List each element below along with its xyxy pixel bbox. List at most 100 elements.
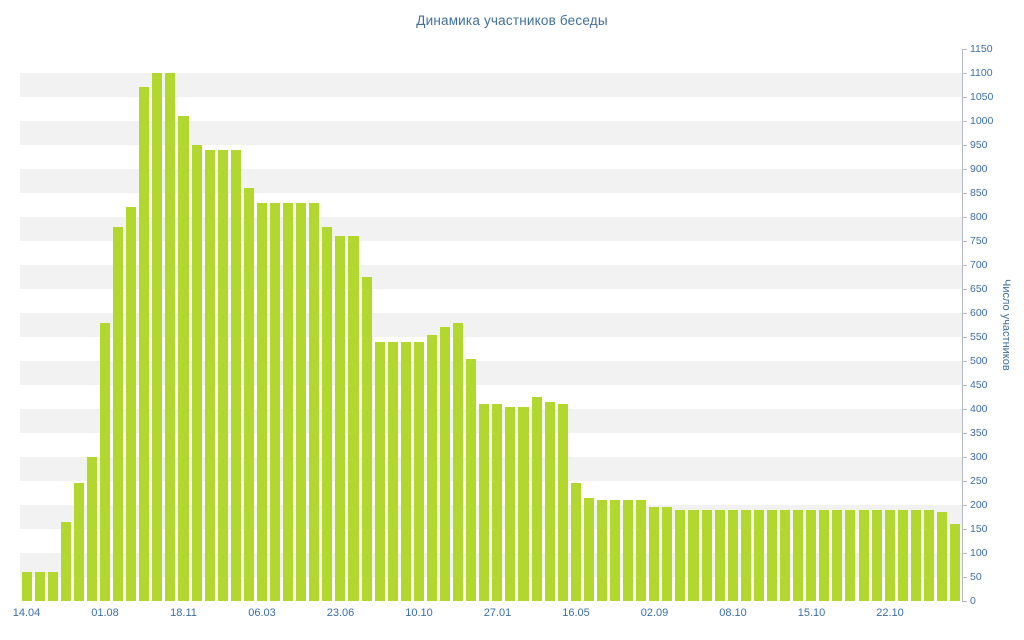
y-tick-label: 1000 (970, 115, 994, 127)
bar-slot (229, 49, 242, 601)
bar-slot (112, 49, 125, 601)
bar (387, 341, 398, 601)
bar (113, 226, 124, 601)
plot-area (20, 49, 962, 601)
y-tick-label: 50 (970, 571, 982, 583)
y-axis-tick (963, 577, 967, 578)
x-tick-label: 15.10 (797, 607, 826, 619)
y-tick-label: 300 (970, 451, 988, 463)
bar (910, 509, 921, 601)
y-tick-label: 600 (970, 307, 988, 319)
bar-slot (530, 49, 543, 601)
bar-slot (59, 49, 72, 601)
bar (518, 406, 529, 601)
y-axis-tick (963, 289, 967, 290)
bar (139, 87, 150, 601)
bar-slot (674, 49, 687, 601)
y-axis-tick (963, 553, 967, 554)
bar (413, 341, 424, 601)
bar-slot (949, 49, 962, 601)
bar (453, 322, 464, 601)
bar-slot (870, 49, 883, 601)
bar-slot (478, 49, 491, 601)
bar (544, 401, 555, 601)
y-axis-tick (963, 73, 967, 74)
bar-slot (20, 49, 33, 601)
bar-slot (282, 49, 295, 601)
bar-slot (622, 49, 635, 601)
bar-slot (347, 49, 360, 601)
y-tick-label: 450 (970, 379, 988, 391)
bar (230, 149, 241, 601)
bar-slot (125, 49, 138, 601)
bar (283, 202, 294, 601)
bar-slot (504, 49, 517, 601)
y-tick-label: 100 (970, 547, 988, 559)
bar (86, 457, 97, 601)
bar (152, 73, 163, 601)
bar (753, 509, 764, 601)
bar-slot (439, 49, 452, 601)
y-axis-tick (963, 601, 967, 602)
bar (623, 500, 634, 601)
y-axis-tick (963, 193, 967, 194)
y-axis-tick (963, 505, 967, 506)
bar (871, 509, 882, 601)
bar (99, 322, 111, 601)
bar-slot (739, 49, 752, 601)
bar (426, 334, 437, 601)
bar-slot (85, 49, 98, 601)
bar (126, 207, 137, 601)
bar-slot (595, 49, 608, 601)
bar (73, 483, 84, 601)
bar-slot (268, 49, 281, 601)
bar-slot (151, 49, 164, 601)
y-tick-label: 700 (970, 259, 988, 271)
bar-slot (72, 49, 85, 601)
bar (884, 509, 895, 601)
bar-slot (321, 49, 334, 601)
bar-slot (609, 49, 622, 601)
bar (400, 341, 411, 601)
x-tick-label: 10.10 (405, 607, 433, 619)
bar (649, 507, 660, 601)
bar-slot (687, 49, 700, 601)
x-tick-label: 08.10 (719, 607, 747, 619)
y-tick-label: 350 (970, 427, 988, 439)
y-tick-label: 400 (970, 403, 988, 415)
y-tick-label: 200 (970, 499, 988, 511)
bar (819, 509, 830, 601)
y-tick-label: 250 (970, 475, 988, 487)
bar (610, 500, 621, 601)
bar (296, 202, 307, 601)
bar-slot (164, 49, 177, 601)
bar (309, 202, 320, 601)
y-axis-tick (963, 97, 967, 98)
y-tick-label: 550 (970, 331, 988, 343)
bar (531, 397, 542, 601)
bar (936, 512, 948, 601)
bar-slot (255, 49, 268, 601)
bar (832, 509, 843, 601)
bar (505, 406, 516, 601)
bar (766, 509, 778, 601)
bar (780, 509, 791, 601)
bar-slot (805, 49, 818, 601)
y-tick-label: 650 (970, 283, 988, 295)
y-axis-tick (963, 217, 967, 218)
bar (269, 202, 281, 601)
bar-slot (373, 49, 386, 601)
bar (570, 483, 581, 601)
bar-slot (700, 49, 713, 601)
bar-slot (857, 49, 870, 601)
bar (335, 236, 346, 601)
bar (688, 509, 699, 601)
y-axis-tick (963, 409, 967, 410)
bar (727, 509, 738, 601)
y-axis-tick (963, 313, 967, 314)
bar (923, 509, 934, 601)
y-axis-tick (963, 49, 967, 50)
bar-slot (713, 49, 726, 601)
bar (60, 521, 71, 601)
bar (897, 509, 908, 601)
